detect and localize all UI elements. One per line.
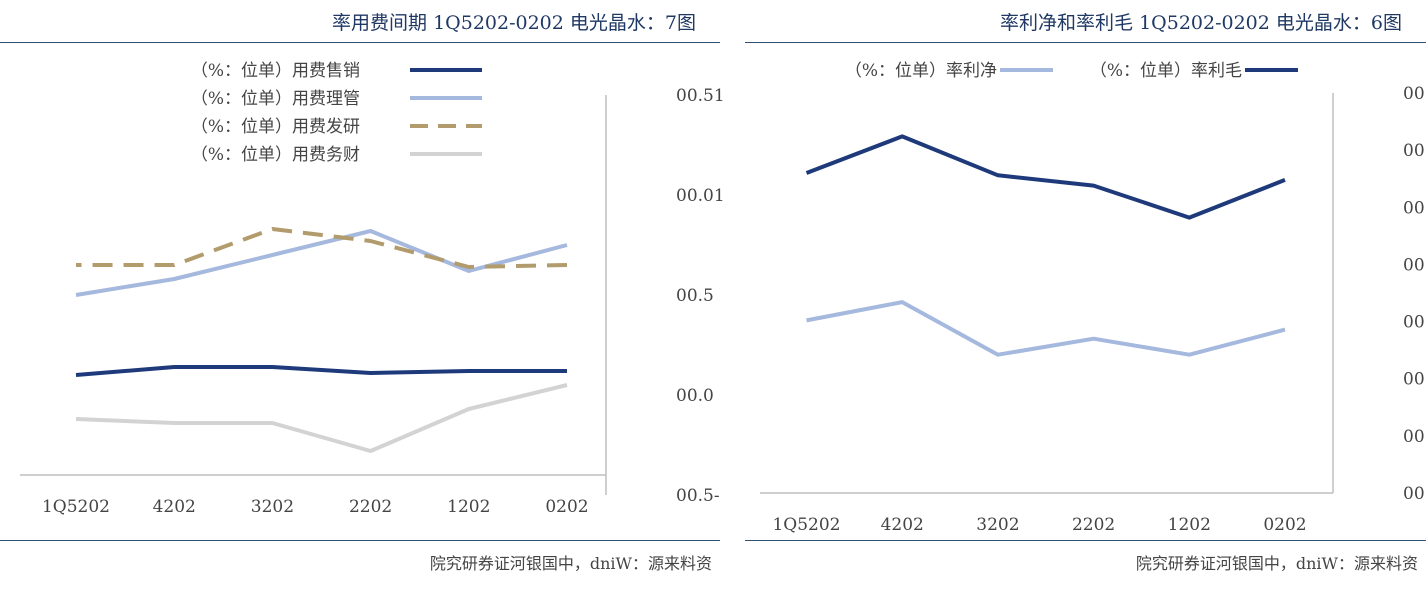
y-tick-label: 30.00 <box>1403 141 1426 161</box>
series-line <box>76 227 568 269</box>
series-line <box>75 365 567 377</box>
legend-label: 财务费用（单位：%） <box>191 145 360 165</box>
series-line <box>75 229 568 297</box>
footer-rule <box>745 540 1426 541</box>
x-tick-label: 2023 <box>976 515 1019 535</box>
y-tick-label: -5.00 <box>676 486 720 506</box>
source-note: 资料来源：Wind，中国银河证券研究院 <box>1135 554 1418 573</box>
chart-title: 图6：水晶光电 2020-2025Q1 毛利率和净利率 <box>1000 12 1402 34</box>
y-tick-label: 35.00 <box>1403 84 1426 104</box>
title-rule <box>745 42 1426 43</box>
source-note: 资料来源：Wind，中国银河证券研究院 <box>429 554 712 573</box>
chart-panel-fig7: 图7：水晶光电 2020-2025Q1 期间费用率 15.00 10.00 5.00… <box>0 12 725 573</box>
x-tick-label: 2025Q1 <box>42 497 110 517</box>
x-tick-label: 2024 <box>881 515 924 535</box>
legend-label: 管理费用（单位：%） <box>191 89 360 109</box>
x-tick-label: 2021 <box>1168 515 1211 535</box>
y-tick-label: 10.00 <box>676 186 725 206</box>
series-line <box>806 300 1286 357</box>
x-tick-label: 2022 <box>1072 515 1115 535</box>
y-tick-label: 15.00 <box>676 86 725 106</box>
x-tick-label: 2020 <box>545 497 588 517</box>
y-tick-label: 5.00 <box>676 286 714 306</box>
x-tick-label: 2021 <box>447 497 490 517</box>
title-rule <box>0 42 720 43</box>
legend-label: 净利率（单位：%） <box>845 61 997 81</box>
y-tick-label: 20.00 <box>1403 255 1426 275</box>
x-tick-label: 2023 <box>251 497 294 517</box>
line-chart-fig7: 15.00 10.00 5.00 0.00 -5.00 2020 2021 2022 2023 2… <box>20 61 725 517</box>
y-tick-label: 25.00 <box>1403 198 1426 218</box>
y-tick-label: 0.00 <box>676 386 714 406</box>
chart-title: 图7：水晶光电 2020-2025Q1 期间费用率 <box>332 12 696 34</box>
x-tick-label: 2024 <box>153 497 196 517</box>
series-line <box>805 134 1286 220</box>
x-tick-label: 2025Q1 <box>772 515 840 535</box>
y-tick-label: 5.00 <box>1403 427 1426 447</box>
line-chart-fig6: 35.00 30.00 25.00 20.00 15.00 10.00 5.00 0.00 20… <box>760 61 1426 535</box>
y-tick-label: 15.00 <box>1403 313 1426 333</box>
legend-label: 毛利率（单位：%） <box>1090 61 1242 81</box>
chart-panel-fig6: 图6：水晶光电 2020-2025Q1 毛利率和净利率 35.00 30.00 25… <box>745 0 1426 589</box>
x-tick-label: 2020 <box>1263 515 1306 535</box>
x-tick-label: 2022 <box>349 497 392 517</box>
series-line <box>75 383 568 453</box>
footer-rule <box>0 540 720 541</box>
y-tick-label: 0.00 <box>1403 484 1426 504</box>
legend-label: 销售费用（单位：%） <box>191 61 360 81</box>
legend-label: 研发费用（单位：%） <box>191 117 360 137</box>
y-tick-label: 10.00 <box>1403 370 1426 390</box>
